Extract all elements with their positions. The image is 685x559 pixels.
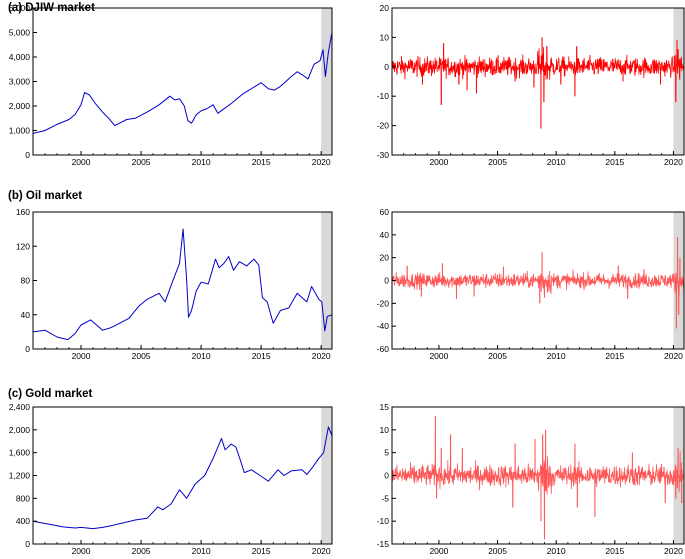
x-tick-label: 2015 (252, 546, 271, 556)
y-tick-label: 0 (25, 539, 30, 549)
x-tick-label: 2010 (547, 546, 566, 556)
y-tick-label: 2,400 (9, 402, 31, 412)
y-tick-label: -10 (377, 516, 390, 526)
y-tick-label: 15 (380, 402, 390, 412)
x-tick-label: 2015 (605, 351, 624, 361)
y-tick-label: 0 (384, 471, 389, 481)
x-tick-label: 2005 (132, 351, 151, 361)
plot-frame (32, 7, 333, 156)
x-tick-label: 2000 (429, 351, 448, 361)
y-tick-label: 40 (21, 310, 31, 320)
return-series-line (392, 37, 684, 129)
return-series-line (392, 237, 684, 329)
x-tick-label: 2005 (488, 157, 507, 167)
y-tick-label: 160 (16, 207, 30, 217)
x-tick-label: 2015 (605, 546, 624, 556)
y-tick-label: 3,000 (9, 77, 31, 87)
y-tick-label: -40 (377, 321, 390, 331)
x-tick-label: 2000 (429, 546, 448, 556)
chart-title: (b) Oil market (8, 190, 82, 202)
shaded-period (321, 212, 332, 349)
chart-title: (c) Gold market (8, 388, 93, 400)
x-tick-label: 2020 (664, 546, 683, 556)
y-tick-label: 20 (380, 253, 390, 263)
x-tick-label: 2020 (664, 351, 683, 361)
x-tick-label: 2010 (192, 157, 211, 167)
x-tick-label: 2020 (312, 157, 331, 167)
chart-panel-3: (b) Oil market 0 40 80 120 160 2000 2005 2010 201… (8, 190, 333, 361)
y-tick-label: 1,600 (9, 448, 31, 458)
chart-panel-2: -30 -20 -10 0 10 20 2000 2005 2010 2015 2020 (377, 3, 685, 167)
plot-frame (32, 406, 333, 545)
y-tick-label: -15 (377, 539, 390, 549)
y-tick-label: 1,000 (9, 126, 31, 136)
shaded-period (321, 407, 332, 544)
plot-frame (391, 7, 685, 156)
x-tick-label: 2005 (488, 546, 507, 556)
y-tick-label: 4,000 (9, 52, 31, 62)
x-tick-label: 2020 (312, 351, 331, 361)
x-tick-label: 2010 (192, 546, 211, 556)
y-tick-label: 120 (16, 241, 30, 251)
y-tick-label: 80 (21, 276, 31, 286)
x-tick-label: 2010 (547, 157, 566, 167)
shaded-period (673, 8, 684, 155)
x-tick-label: 2000 (72, 351, 91, 361)
x-tick-label: 2020 (664, 157, 683, 167)
y-tick-label: 5 (384, 448, 389, 458)
shaded-period (321, 8, 332, 155)
y-tick-label: 400 (16, 516, 30, 526)
y-tick-label: -30 (377, 150, 390, 160)
y-tick-label: 10 (380, 425, 390, 435)
y-tick-label: 40 (380, 230, 390, 240)
y-tick-label: 10 (380, 32, 390, 42)
chart-panel-1: (a) DJIW market01,0002,0003,0004,0005,00… (8, 2, 333, 167)
chart-panel-5: (c) Gold market 0 400 800 1,200 1,600 2,000 2,4… (8, 388, 333, 556)
y-tick-label: 800 (16, 493, 30, 503)
series-line (33, 426, 332, 530)
y-tick-label: -60 (377, 344, 390, 354)
y-tick-label: 0 (25, 344, 30, 354)
y-tick-label: 20 (380, 3, 390, 13)
y-tick-label: -20 (377, 121, 390, 131)
y-tick-label: 5,000 (9, 28, 31, 38)
y-tick-label: 0 (25, 150, 30, 160)
x-tick-label: 2005 (132, 157, 151, 167)
x-tick-label: 2010 (192, 351, 211, 361)
y-tick-label: -20 (377, 298, 390, 308)
x-tick-label: 2005 (132, 546, 151, 556)
x-tick-label: 2000 (429, 157, 448, 167)
y-tick-label: 2,000 (9, 425, 31, 435)
x-tick-label: 2015 (252, 351, 271, 361)
y-tick-label: -5 (381, 493, 389, 503)
y-tick-label: 6,000 (9, 3, 31, 13)
y-tick-label: -10 (377, 91, 390, 101)
y-tick-label: 60 (380, 207, 390, 217)
x-tick-label: 2000 (72, 157, 91, 167)
y-tick-label: 1,200 (9, 471, 31, 481)
x-tick-label: 2015 (605, 157, 624, 167)
series-line (33, 228, 332, 341)
x-tick-label: 2015 (252, 157, 271, 167)
x-tick-label: 2000 (72, 546, 91, 556)
x-tick-label: 2005 (488, 351, 507, 361)
y-tick-label: 2,000 (9, 101, 31, 111)
chart-panel-4: -60 -40 -20 0 20 40 60 2000 2005 2010 2015 2020 (377, 207, 685, 361)
chart-panel-6: -15 -10 -5 0 5 10 15 2000 2005 2010 2015 2020 (377, 402, 685, 556)
series-line (33, 32, 332, 134)
y-tick-label: 0 (384, 276, 389, 286)
x-tick-label: 2020 (312, 546, 331, 556)
x-tick-label: 2010 (547, 351, 566, 361)
y-tick-label: 0 (384, 62, 389, 72)
